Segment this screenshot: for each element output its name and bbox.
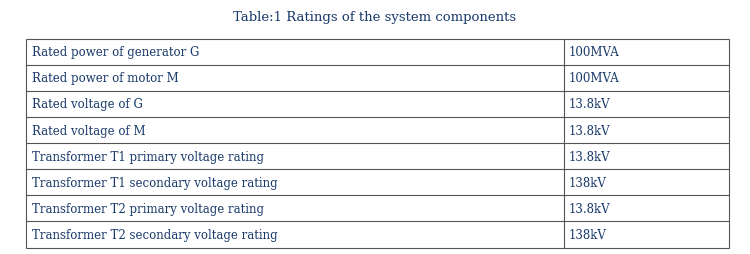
Text: 100MVA: 100MVA bbox=[569, 72, 620, 85]
Text: Rated voltage of M: Rated voltage of M bbox=[32, 124, 146, 137]
Text: 138kV: 138kV bbox=[569, 228, 607, 241]
Text: Rated power of generator G: Rated power of generator G bbox=[32, 46, 199, 59]
Text: 13.8kV: 13.8kV bbox=[569, 150, 610, 163]
Text: Transformer T2 secondary voltage rating: Transformer T2 secondary voltage rating bbox=[32, 228, 278, 241]
Text: 13.8kV: 13.8kV bbox=[569, 202, 610, 215]
Text: Transformer T1 secondary voltage rating: Transformer T1 secondary voltage rating bbox=[32, 176, 278, 189]
Text: 100MVA: 100MVA bbox=[569, 46, 620, 59]
Text: 138kV: 138kV bbox=[569, 176, 607, 189]
Text: Table:1 Ratings of the system components: Table:1 Ratings of the system components bbox=[233, 11, 517, 24]
Text: Transformer T2 primary voltage rating: Transformer T2 primary voltage rating bbox=[32, 202, 263, 215]
Bar bbox=[26, 39, 729, 248]
Text: 13.8kV: 13.8kV bbox=[569, 124, 610, 137]
Text: Rated voltage of G: Rated voltage of G bbox=[32, 98, 142, 111]
Text: Transformer T1 primary voltage rating: Transformer T1 primary voltage rating bbox=[32, 150, 263, 163]
Text: Rated power of motor M: Rated power of motor M bbox=[32, 72, 178, 85]
Text: 13.8kV: 13.8kV bbox=[569, 98, 610, 111]
